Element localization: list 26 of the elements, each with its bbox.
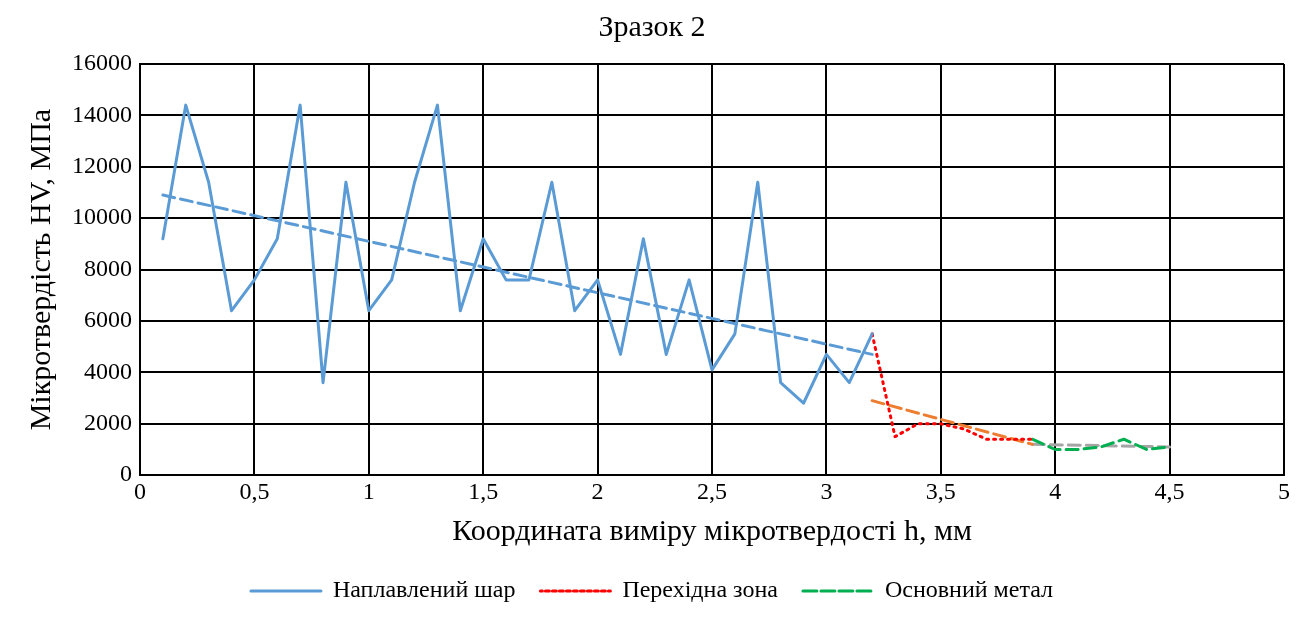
line-series	[870, 332, 1034, 441]
y-tick-label: 2000	[84, 409, 132, 436]
x-tick-label: 4,5	[1154, 477, 1185, 504]
y-axis-title: Мікротвердість HV, МПа	[22, 108, 56, 431]
x-tick-label: 3,5	[925, 477, 956, 504]
x-tick-label: 4	[1049, 477, 1062, 504]
y-tick-label: 6000	[84, 306, 132, 333]
x-tick-label: 5	[1278, 477, 1290, 504]
y-tick-label: 10000	[72, 203, 132, 230]
y-tick-label: 4000	[84, 357, 132, 384]
x-tick-label: 0,5	[239, 477, 270, 504]
x-tick-label: 2,5	[697, 477, 727, 504]
x-tick-label: 1,5	[468, 477, 499, 504]
chart-title: Зразок 2	[598, 8, 706, 42]
x-tick-label: 3	[820, 477, 833, 504]
legend-label: Перехідна зона	[622, 576, 779, 603]
y-tick-label: 12000	[72, 152, 132, 179]
y-tick-label: 8000	[84, 254, 132, 281]
x-tick-label: 1	[362, 477, 375, 504]
x-tick-label: 2	[591, 477, 604, 504]
y-tick-label: 16000	[72, 49, 132, 76]
y-tick-label: 14000	[72, 100, 132, 127]
legend-label: Наплавлений шар	[332, 576, 516, 603]
legend-label: Основний метал	[884, 576, 1054, 603]
y-tick-label: 0	[120, 460, 132, 487]
x-axis-title: Координата виміру мікротвердості h, мм	[452, 512, 972, 546]
